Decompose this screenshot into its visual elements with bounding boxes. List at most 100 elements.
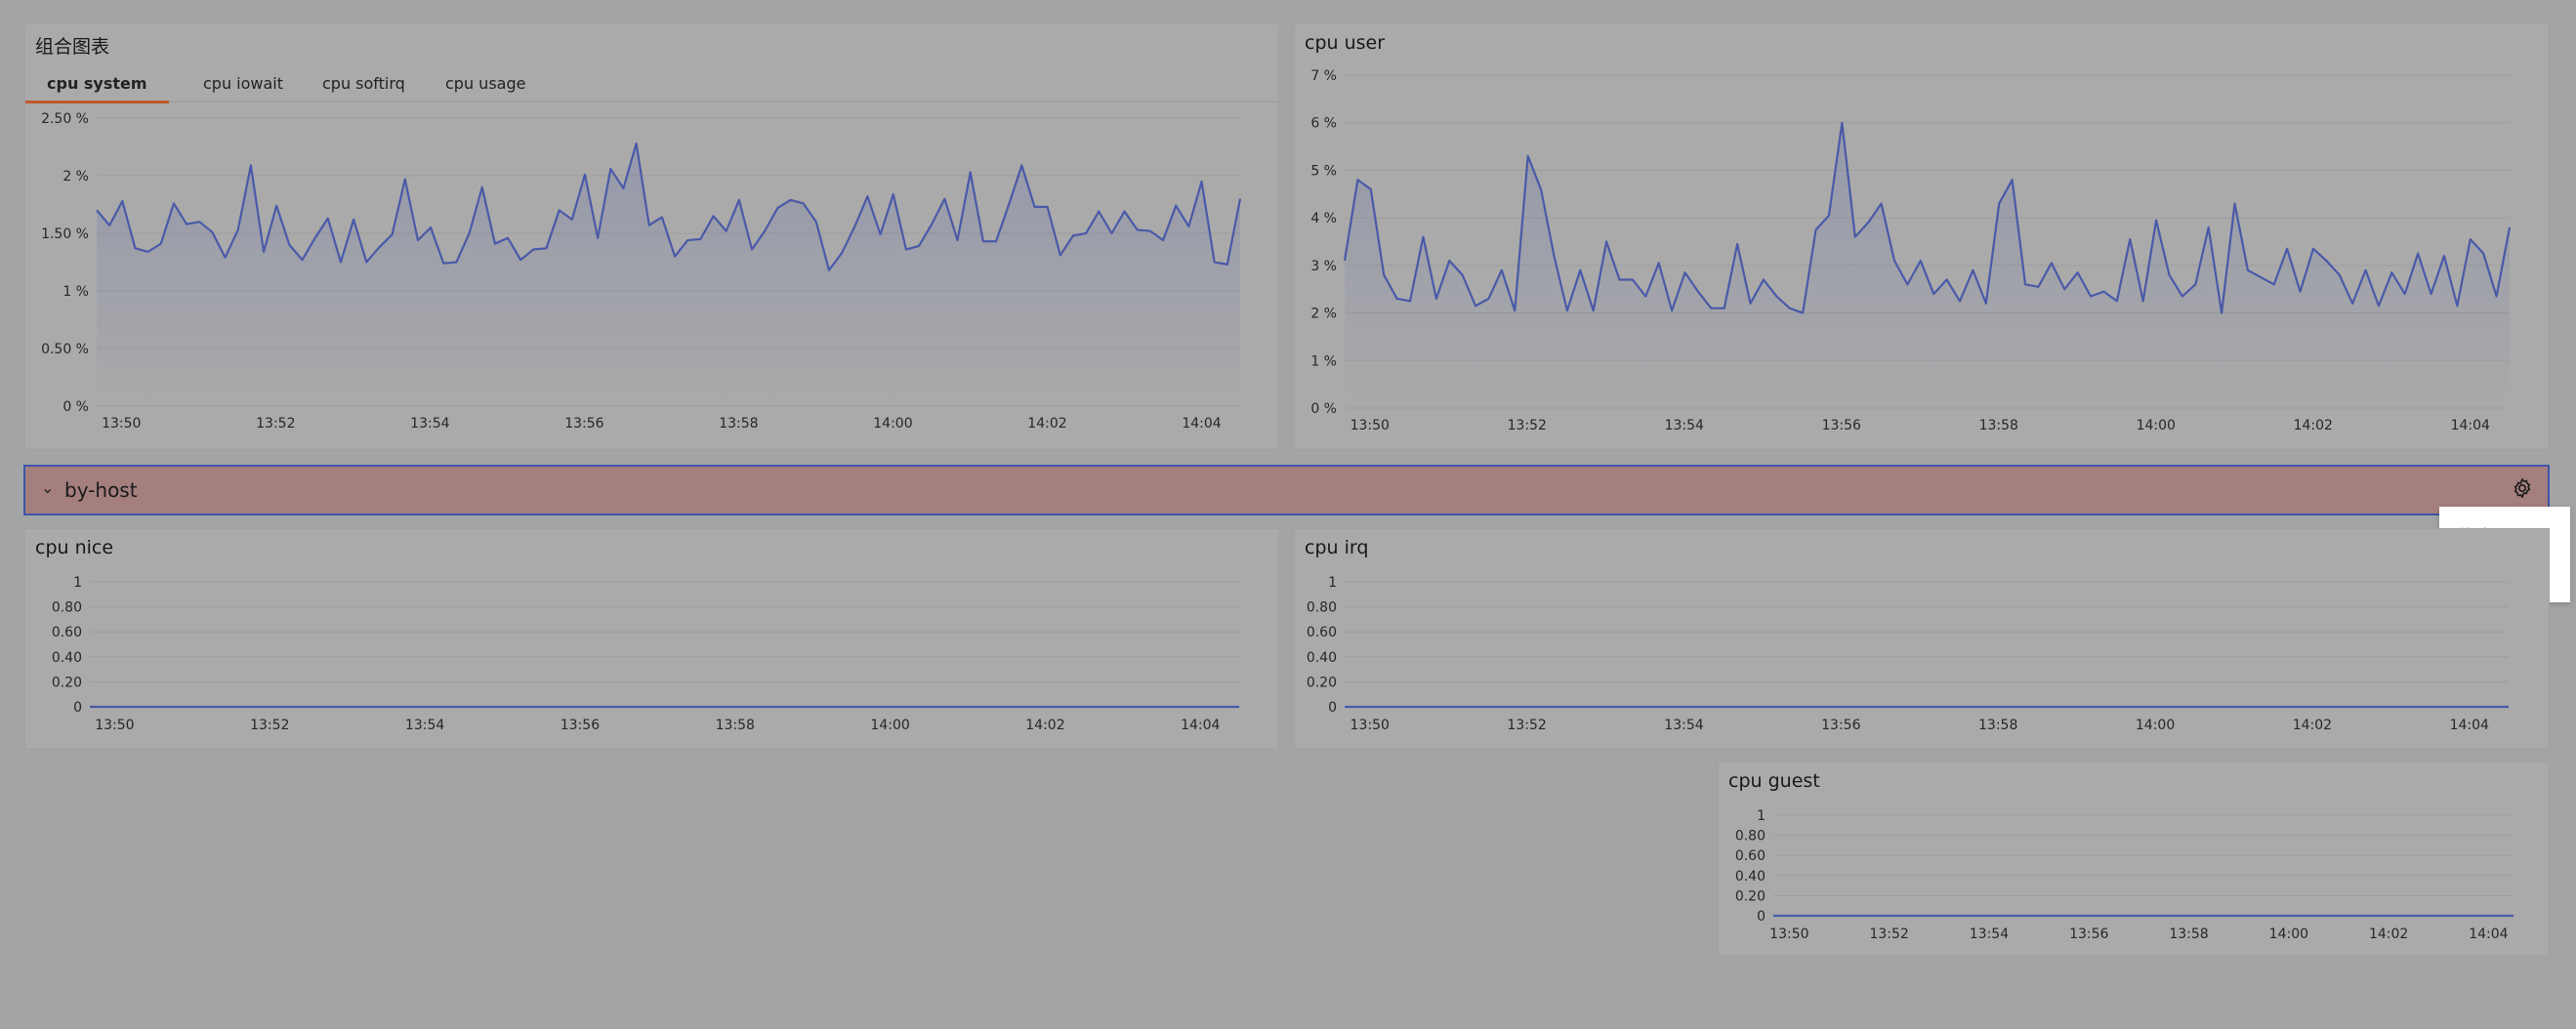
y-tick-label: 0 % (1310, 401, 1337, 417)
x-tick-label: 14:02 (1025, 718, 1064, 733)
y-tick-label: 0.60 (1735, 848, 1766, 864)
x-tick-label: 13:50 (1350, 718, 1390, 733)
cpu-guest-chart[interactable]: 0 0.20 0.40 0.60 0.80 1 13:50 13:52 13:54 13:56 13… (1719, 762, 2551, 957)
series-line (1343, 121, 2512, 314)
x-tick-label: 13:58 (1979, 418, 2018, 433)
x-tick-label: 13:52 (256, 416, 295, 432)
x-tick-label: 13:50 (1769, 926, 1808, 942)
x-tick-label: 14:04 (1182, 416, 1221, 432)
y-tick-label: 1 (1328, 575, 1337, 591)
x-tick-label: 13:54 (1970, 926, 2009, 942)
x-tick-label: 14:02 (2294, 418, 2333, 433)
y-tick-label: 7 % (1310, 68, 1337, 84)
x-tick-label: 13:50 (95, 718, 134, 733)
cpu-user-panel: cpu user 0 % 1 % 2 % 3 % 4 % 5 % 6 % 7 % 13:50 13… (1294, 23, 2550, 450)
x-tick-label: 13:56 (561, 718, 600, 733)
x-tick-label: 13:54 (410, 416, 449, 432)
x-tick-label: 13:56 (2069, 926, 2108, 942)
x-tick-label: 13:58 (1978, 718, 2017, 733)
y-tick-label: 2 % (62, 169, 89, 185)
y-tick-label: 4 % (1310, 211, 1337, 226)
x-tick-label: 14:04 (2450, 718, 2489, 733)
x-tick-label: 13:54 (1665, 418, 1704, 433)
x-tick-label: 14:00 (873, 416, 912, 432)
chart-tabs: cpu system cpu iowait cpu softirq cpu us… (25, 65, 1278, 103)
panel-title: cpu guest (1728, 770, 1820, 792)
y-tick-label: 1 % (1310, 353, 1337, 369)
combo-chart-panel: 组合图表 cpu system cpu iowait cpu softirq c… (24, 23, 1279, 450)
y-tick-label: 0 (1328, 700, 1337, 716)
x-tick-label: 14:00 (870, 718, 909, 733)
y-tick-label: 0.40 (1735, 869, 1766, 885)
x-tick-label: 14:00 (2269, 926, 2308, 942)
x-tick-label: 13:58 (719, 416, 758, 432)
y-tick-label: 5 % (1310, 163, 1337, 179)
tab-cpu-softirq[interactable]: cpu softirq (322, 74, 405, 93)
panel-title: cpu irq (1305, 537, 1369, 558)
panel-title: 组合图表 (35, 36, 110, 58)
series-line (96, 142, 1242, 271)
x-tick-label: 13:58 (2169, 926, 2208, 942)
y-tick-label: 0.20 (1307, 675, 1337, 690)
y-tick-label: 0.60 (52, 625, 82, 640)
x-tick-label: 14:00 (2137, 418, 2176, 433)
cpu-irq-panel: cpu irq 0 0.20 0.40 0.60 0.80 1 13:50 13:52 13:5… (1294, 528, 2550, 749)
y-tick-label: 2.50 % (41, 111, 89, 127)
y-tick-label: 0.20 (52, 675, 82, 690)
x-tick-label: 13:54 (405, 718, 444, 733)
row-title: by-host (64, 478, 138, 502)
panel-title: cpu user (1305, 32, 1386, 54)
cpu-irq-chart[interactable]: 0 0.20 0.40 0.60 0.80 1 13:50 13:52 13:54 13:56 13… (1295, 529, 2551, 750)
x-tick-label: 13:52 (1869, 926, 1908, 942)
x-tick-label: 14:00 (2136, 718, 2175, 733)
row-by-host[interactable]: ⌄ by-host (23, 465, 2550, 515)
x-tick-label: 13:52 (1507, 718, 1546, 733)
y-tick-label: 0 (73, 700, 82, 716)
y-tick-label: 1.50 % (41, 226, 89, 242)
x-tick-label: 13:56 (1821, 718, 1860, 733)
y-tick-label: 0 (1757, 909, 1766, 925)
y-tick-label: 0 % (62, 399, 89, 415)
cpu-nice-panel: cpu nice 0 0.20 0.40 0.60 0.80 1 13:50 13:52 13:… (24, 528, 1279, 749)
y-tick-label: 0.40 (52, 650, 82, 666)
gear-icon[interactable] (2511, 476, 2534, 500)
x-tick-label: 14:04 (1181, 718, 1220, 733)
y-tick-label: 0.80 (1735, 829, 1766, 844)
x-tick-label: 13:50 (1350, 418, 1390, 433)
panel-title: cpu nice (35, 537, 114, 558)
cpu-guest-panel: cpu guest 0 0.20 0.40 0.60 0.80 1 13:50 13:52 13… (1718, 761, 2550, 956)
x-tick-label: 14:02 (2369, 926, 2408, 942)
cpu-nice-chart[interactable]: 0 0.20 0.40 0.60 0.80 1 13:50 13:52 13:54 13:56 13… (25, 529, 1280, 750)
y-tick-label: 1 % (62, 284, 89, 300)
x-tick-label: 14:02 (2293, 718, 2332, 733)
cpu-system-chart[interactable]: 0 % 0.50 % 1 % 1.50 % 2 % 2.50 % 13:50 13:52 13:… (25, 24, 1280, 451)
y-tick-label: 0.40 (1307, 650, 1337, 666)
chevron-down-icon[interactable]: ⌄ (41, 478, 55, 497)
y-tick-label: 0.80 (1307, 600, 1337, 616)
x-tick-label: 14:02 (1027, 416, 1066, 432)
x-tick-label: 13:58 (716, 718, 755, 733)
y-tick-label: 0.60 (1307, 625, 1337, 640)
tab-cpu-system[interactable]: cpu system (25, 71, 169, 103)
cpu-user-chart[interactable]: 0 % 1 % 2 % 3 % 4 % 5 % 6 % 7 % 13:50 13:52 13:54 1… (1295, 24, 2551, 451)
x-tick-label: 13:52 (1508, 418, 1547, 433)
y-tick-label: 0.50 % (41, 342, 89, 357)
x-tick-label: 14:04 (2451, 418, 2490, 433)
tab-cpu-iowait[interactable]: cpu iowait (203, 74, 284, 93)
y-tick-label: 0.80 (52, 600, 82, 616)
x-tick-label: 13:50 (102, 416, 141, 432)
y-tick-label: 6 % (1310, 116, 1337, 132)
y-tick-label: 1 (73, 575, 82, 591)
series-area (1345, 122, 2510, 408)
y-tick-label: 0.20 (1735, 888, 1766, 904)
series-area (97, 143, 1240, 406)
y-tick-label: 2 % (1310, 307, 1337, 322)
x-tick-label: 13:52 (250, 718, 289, 733)
y-tick-label: 3 % (1310, 259, 1337, 274)
tab-cpu-usage[interactable]: cpu usage (445, 74, 526, 93)
x-tick-label: 14:04 (2469, 926, 2508, 942)
x-tick-label: 13:56 (1822, 418, 1861, 433)
x-tick-label: 13:54 (1664, 718, 1703, 733)
x-tick-label: 13:56 (564, 416, 603, 432)
y-tick-label: 1 (1757, 808, 1766, 824)
